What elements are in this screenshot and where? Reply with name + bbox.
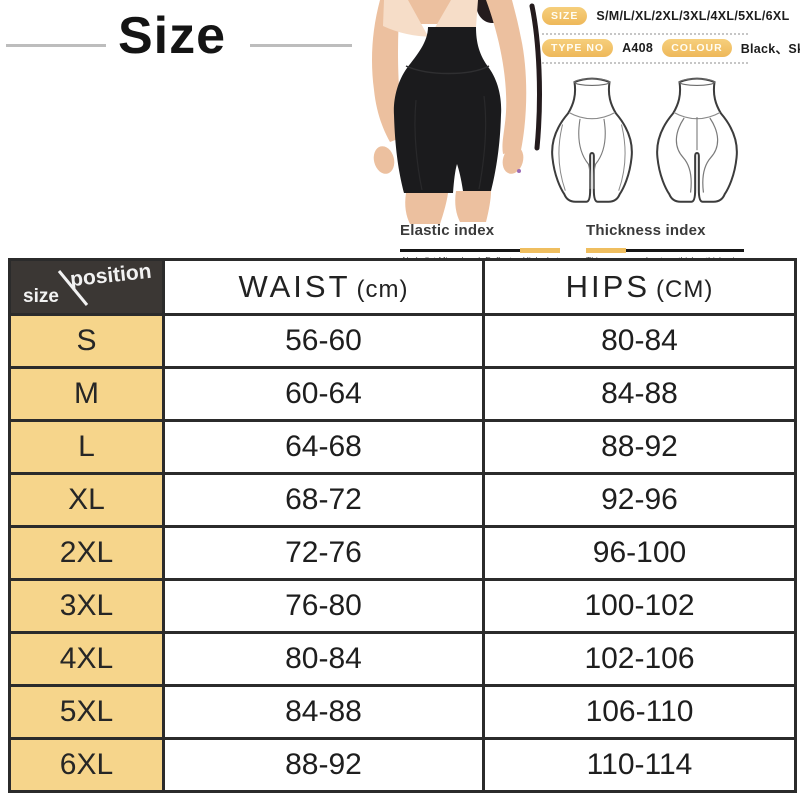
size-cell: 4XL (8, 631, 165, 687)
bar-segment-highlighted (520, 248, 560, 253)
dotted-divider (542, 62, 748, 64)
diagonal-divider (57, 270, 89, 306)
table-row: 5XL 84-88 106-110 (8, 684, 797, 740)
type-colour-spec-row: TYPE NO A408 COLOUR Black、Skin (542, 38, 800, 57)
waist-cell: 72-76 (162, 525, 485, 581)
size-cell: M (8, 366, 165, 422)
table-row: 4XL 80-84 102-106 (8, 631, 797, 687)
table-row: 2XL 72-76 96-100 (8, 525, 797, 581)
thickness-index-title: Thickness index (586, 222, 706, 239)
hips-cell: 88-92 (482, 419, 797, 475)
elastic-index-title: Elastic index (400, 222, 495, 239)
thickness-index-bar (586, 248, 744, 253)
colour-badge: COLOUR (662, 38, 732, 57)
hips-cell: 84-88 (482, 366, 797, 422)
column-header-hips: HIPS (CM) (482, 258, 797, 316)
waist-cell: 84-88 (162, 684, 485, 740)
bar-segment (440, 249, 480, 252)
size-cell: 2XL (8, 525, 165, 581)
bar-segment (704, 249, 744, 252)
waist-cell: 68-72 (162, 472, 485, 528)
table-row: L 64-68 88-92 (8, 419, 797, 475)
table-corner-cell: size position (8, 258, 165, 316)
page-title: Size (118, 7, 227, 65)
bar-segment (665, 249, 705, 252)
garment-front-sketch (551, 77, 633, 203)
table-row: M 60-64 84-88 (8, 366, 797, 422)
waist-cell: 88-92 (162, 737, 485, 793)
bar-segment (625, 249, 665, 252)
colour-value: Black、Skin (740, 42, 800, 56)
waist-cell: 56-60 (162, 313, 485, 369)
size-cell: XL (8, 472, 165, 528)
waist-cell: 80-84 (162, 631, 485, 687)
hips-cell: 102-106 (482, 631, 797, 687)
hips-cell: 110-114 (482, 737, 797, 793)
garment-back-sketch (656, 77, 738, 203)
size-cell: 3XL (8, 578, 165, 634)
size-cell: 6XL (8, 737, 165, 793)
model-photo (372, 0, 542, 224)
waist-cell: 76-80 (162, 578, 485, 634)
bar-segment-highlighted (586, 248, 626, 253)
product-info-panel: SIZE S/M/L/XL/2XL/3XL/4XL/5XL/6XL TYPE N… (400, 0, 800, 265)
waist-cell: 64-68 (162, 419, 485, 475)
table-row: XL 68-72 92-96 (8, 472, 797, 528)
table-row: 6XL 88-92 110-114 (8, 737, 797, 793)
corner-size-label: size (23, 286, 59, 307)
bar-segment (400, 249, 440, 252)
table-header-row: size position WAIST (cm) HIPS (CM) (8, 258, 797, 316)
size-cell: S (8, 313, 165, 369)
hips-cell: 80-84 (482, 313, 797, 369)
bar-segment (480, 249, 520, 252)
table-row: 3XL 76-80 100-102 (8, 578, 797, 634)
dotted-divider (542, 33, 748, 35)
type-no-value: A408 (622, 40, 654, 55)
size-badge: SIZE (542, 7, 588, 25)
table-row: S 56-60 80-84 (8, 313, 797, 369)
title-rule-left (6, 44, 106, 47)
size-table: size position WAIST (cm) HIPS (CM) S 56-60 8… (8, 258, 797, 793)
hips-cell: 96-100 (482, 525, 797, 581)
type-no-badge: TYPE NO (542, 38, 614, 57)
title-rule-right (250, 44, 352, 47)
hips-cell: 106-110 (482, 684, 797, 740)
size-cell: 5XL (8, 684, 165, 740)
hips-cell: 92-96 (482, 472, 797, 528)
hips-cell: 100-102 (482, 578, 797, 634)
size-values: S/M/L/XL/2XL/3XL/4XL/5XL/6XL (596, 9, 790, 23)
size-spec-row: SIZE S/M/L/XL/2XL/3XL/4XL/5XL/6XL (542, 7, 790, 25)
waist-cell: 60-64 (162, 366, 485, 422)
column-header-waist: WAIST (cm) (162, 258, 485, 316)
elastic-index-bar (400, 248, 560, 253)
size-cell: L (8, 419, 165, 475)
